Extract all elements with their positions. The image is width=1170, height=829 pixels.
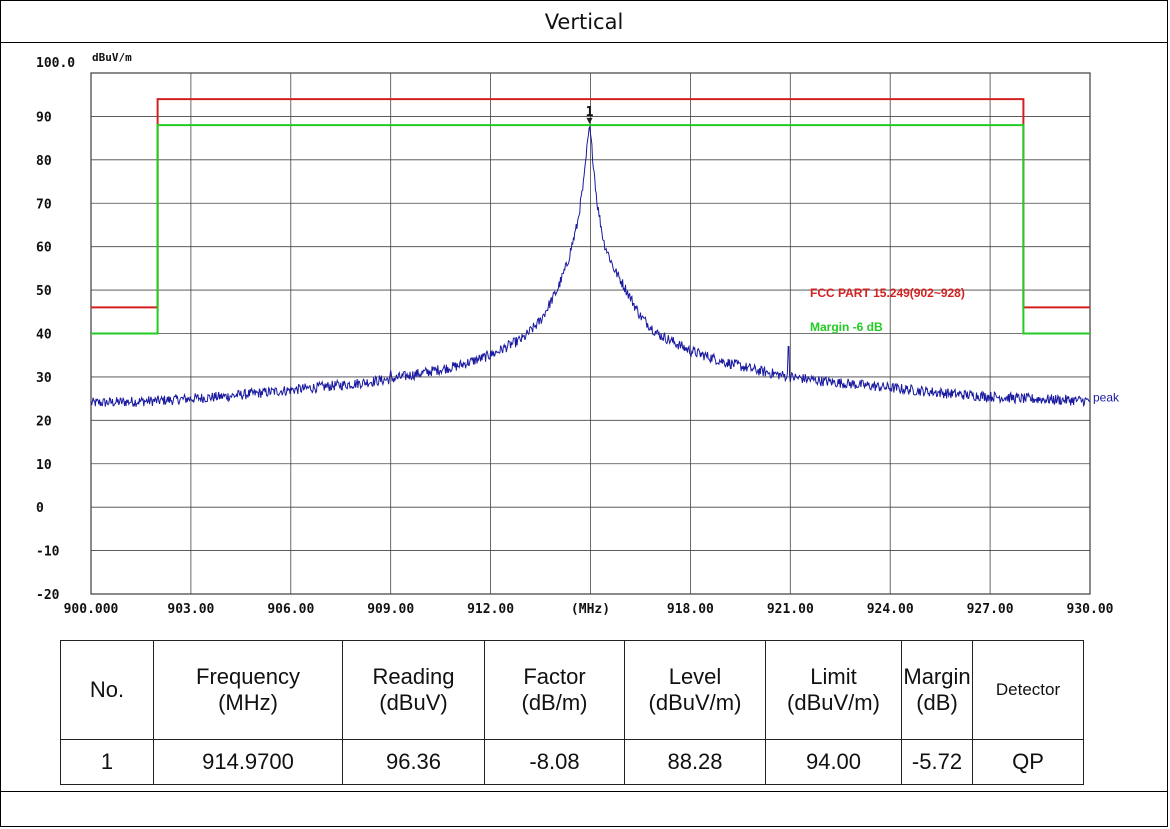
x-tick-label: (MHz) <box>571 602 610 617</box>
header-limit-unit: (dBuV/m) <box>787 690 880 715</box>
results-table: No. Frequency (MHz) Reading (dBuV) Factor(… <box>60 640 1084 785</box>
y-tick-label: 30 <box>36 371 52 386</box>
y-tick-label: 70 <box>36 197 52 212</box>
header-reading-unit: (dBuV) <box>379 690 448 715</box>
y-tick-label: 20 <box>36 414 52 429</box>
header-reading: Reading (dBuV) <box>342 640 485 740</box>
x-tick-label: 906.00 <box>267 602 314 617</box>
marker-label: 1 <box>586 105 594 120</box>
cell-no: 1 <box>60 739 154 785</box>
y-unit-label: dBuV/m <box>92 51 132 64</box>
table-row: 1 914.9700 96.36 -8.08 88.28 94.00 -5.72… <box>60 739 1084 785</box>
cell-frequency: 914.9700 <box>153 739 343 785</box>
cell-detector: QP <box>972 739 1084 785</box>
header-no: No. <box>60 640 154 740</box>
x-tick-label: 900.000 <box>64 602 119 617</box>
header-reading-label: Reading <box>372 664 455 689</box>
cell-factor: -8.08 <box>484 739 625 785</box>
x-tick-label: 924.00 <box>867 602 914 617</box>
header-margin: Margin (dB) <box>901 640 973 740</box>
y-axis-ticks: 100.0 90 80 70 60 50 40 30 20 10 0 -10 -20 <box>36 56 75 603</box>
x-tick-label: 927.00 <box>967 602 1014 617</box>
y-tick-label: 50 <box>36 284 52 299</box>
polarization-title: Vertical <box>1 1 1167 43</box>
header-frequency: Frequency (MHz) <box>153 640 343 740</box>
header-factor-label: Factor <box>523 664 586 689</box>
y-tick-label: 60 <box>36 241 52 256</box>
y-tick-label: 80 <box>36 154 52 169</box>
header-detector: Detector <box>972 640 1084 740</box>
marker-arrow <box>586 117 593 124</box>
y-tick-label: 10 <box>36 458 52 473</box>
x-tick-label: 921.00 <box>767 602 814 617</box>
y-tick-label: -20 <box>36 588 60 603</box>
legend-margin-label: Margin -6 dB <box>810 320 883 334</box>
header-no-label: No. <box>89 677 125 702</box>
header-level: Level (dBuV/m) <box>624 640 766 740</box>
header-level-label: Level <box>668 664 722 689</box>
header-frequency-label: Frequency <box>196 664 300 689</box>
x-tick-label: 903.00 <box>167 602 214 617</box>
header-limit: Limit (dBuV/m) <box>765 640 902 740</box>
x-tick-label: 918.00 <box>667 602 714 617</box>
peak-marker: 1 <box>586 105 594 124</box>
y-tick-label: 0 <box>36 501 44 516</box>
peak-trace <box>90 125 1091 408</box>
x-axis-ticks: 900.000 903.00 906.00 909.00 912.00 (MHz) 918.… <box>64 602 1114 617</box>
header-detector-label: Detector <box>995 680 1061 699</box>
legend-limit-label: FCC PART 15.249(902~928) <box>810 286 965 300</box>
x-tick-label: 909.00 <box>367 602 414 617</box>
cell-limit: 94.00 <box>765 739 902 785</box>
y-tick-label: 40 <box>36 328 52 343</box>
header-factor: Factor (dB/m) <box>484 640 625 740</box>
legend-peak-label: peak <box>1093 391 1120 405</box>
bottom-divider <box>1 791 1167 792</box>
header-level-unit: (dBuV/m) <box>648 690 742 715</box>
y-tick-label: -10 <box>36 545 60 560</box>
header-limit-label: Limit <box>810 664 857 689</box>
header-margin-unit: (dB) <box>916 690 958 715</box>
x-tick-label: 930.00 <box>1067 602 1114 617</box>
header-margin-label: Margin <box>903 664 971 689</box>
limit-line <box>91 98 1090 309</box>
results-header-row: No. Frequency (MHz) Reading (dBuV) Factor(… <box>60 640 1084 740</box>
margin-line <box>91 124 1090 335</box>
cell-level: 88.28 <box>624 739 766 785</box>
header-factor-unit: (dB/m) <box>521 690 588 715</box>
y-tick-label: 100.0 <box>36 56 75 71</box>
cell-reading: 96.36 <box>342 739 485 785</box>
cell-margin: -5.72 <box>901 739 973 785</box>
chart-series <box>90 98 1091 408</box>
x-tick-label: 912.00 <box>467 602 514 617</box>
header-frequency-unit: (MHz) <box>218 690 278 715</box>
chart-grid <box>90 72 1091 595</box>
y-tick-label: 90 <box>36 110 52 125</box>
